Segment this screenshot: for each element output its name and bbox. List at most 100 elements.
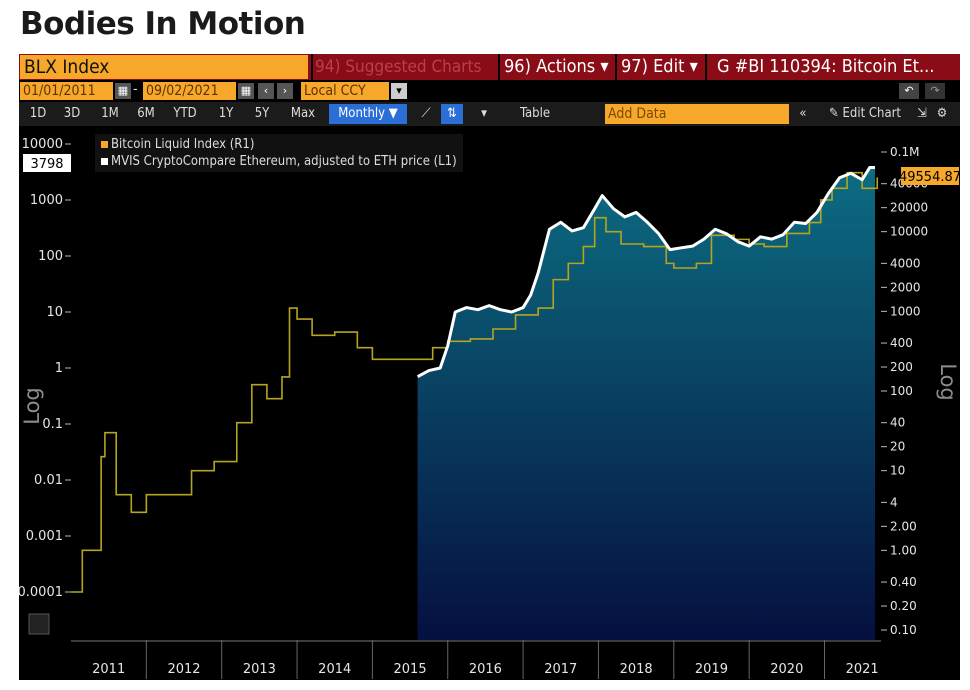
x-tick-label: 2012 bbox=[167, 662, 200, 677]
right-tick-label: 0.10 bbox=[890, 623, 917, 637]
suggested-charts-button[interactable]: 94) Suggested Charts bbox=[315, 57, 482, 77]
bloomberg-chart-panel: BLX Index 94) Suggested Charts 96) Actio… bbox=[18, 54, 961, 680]
chart-id-label: G #BI 110394: Bitcoin Et... bbox=[717, 56, 935, 77]
left-axis-label: Log bbox=[20, 387, 44, 425]
divider bbox=[615, 54, 617, 80]
left-current-value: 3798 bbox=[30, 157, 63, 172]
right-tick-label: 10000 bbox=[890, 225, 928, 239]
calendar-icon[interactable]: ▦ bbox=[238, 83, 254, 99]
legend-item-eth: MVIS CryptoCompare Ethereum, adjusted to… bbox=[101, 153, 457, 170]
divider bbox=[311, 54, 313, 80]
x-tick-label: 2015 bbox=[394, 662, 427, 677]
right-tick-label: 2000 bbox=[890, 280, 921, 294]
calendar-icon[interactable]: ▦ bbox=[115, 83, 131, 99]
left-tick-label: 0.0001 bbox=[19, 585, 63, 600]
right-tick-label: 10 bbox=[890, 464, 905, 478]
security-input[interactable]: BLX Index bbox=[20, 55, 308, 79]
right-tick-label: 1000 bbox=[890, 304, 921, 318]
left-tick-label: 100 bbox=[38, 249, 63, 264]
x-tick-label: 2016 bbox=[469, 662, 502, 677]
period-max[interactable]: Max bbox=[290, 106, 316, 121]
x-tick-label: 2011 bbox=[92, 662, 125, 677]
x-tick-label: 2018 bbox=[620, 662, 653, 677]
date-range-bar: 01/01/2011 ▦ - 09/02/2021 ▦ ‹ › Local CC… bbox=[19, 80, 960, 102]
actions-menu[interactable]: 96) Actions ▾ bbox=[504, 56, 609, 77]
right-tick-label: 100 bbox=[890, 384, 913, 398]
x-tick-label: 2021 bbox=[846, 662, 879, 677]
right-tick-label: 2.00 bbox=[890, 519, 917, 533]
right-current-value: 49554.87 bbox=[899, 170, 960, 185]
page-title: Bodies In Motion bbox=[20, 6, 306, 42]
gear-icon[interactable]: ⚙ bbox=[936, 106, 948, 121]
chevron-down-icon[interactable]: ▾ bbox=[391, 83, 407, 99]
range-dash: - bbox=[133, 82, 138, 97]
period-5y[interactable]: 5Y bbox=[254, 106, 270, 121]
end-date-input[interactable]: 09/02/2021 bbox=[143, 82, 236, 100]
period-6m[interactable]: 6M bbox=[137, 106, 155, 121]
frequency-select[interactable]: Monthly ▼ bbox=[329, 104, 407, 124]
edit-menu[interactable]: 97) Edit ▾ bbox=[621, 56, 698, 77]
command-bar: BLX Index 94) Suggested Charts 96) Actio… bbox=[19, 54, 960, 80]
left-tick-label: 1000 bbox=[30, 193, 63, 208]
right-tick-label: 400 bbox=[890, 336, 913, 350]
right-tick-label: 4 bbox=[890, 495, 898, 509]
left-tick-label: 0.001 bbox=[26, 529, 63, 544]
right-tick-label: 40 bbox=[890, 416, 905, 430]
chevron-right-icon[interactable]: › bbox=[277, 83, 293, 99]
chart-legend: Bitcoin Liquid Index (R1) MVIS CryptoCom… bbox=[95, 134, 463, 172]
divider bbox=[705, 54, 707, 80]
period-1m[interactable]: 1M bbox=[101, 106, 119, 121]
collapse-icon[interactable]: « bbox=[799, 106, 807, 121]
left-tick-label: 0.1 bbox=[42, 417, 63, 432]
x-tick-label: 2014 bbox=[318, 662, 351, 677]
right-tick-label: 20000 bbox=[890, 201, 928, 215]
divider bbox=[498, 54, 500, 80]
right-tick-label: 20 bbox=[890, 440, 905, 454]
zoom-icon[interactable] bbox=[28, 613, 50, 635]
period-3d[interactable]: 3D bbox=[63, 106, 81, 121]
edit-chart-button[interactable]: ✎ Edit Chart bbox=[828, 106, 902, 121]
right-tick-label: 0.1M bbox=[890, 145, 919, 159]
edit-chart-label: Edit Chart bbox=[842, 106, 902, 121]
chevron-left-icon[interactable]: ‹ bbox=[258, 83, 274, 99]
right-tick-label: 200 bbox=[890, 360, 913, 374]
legend-swatch bbox=[101, 158, 108, 165]
eth-series-line bbox=[416, 166, 875, 378]
add-data-input[interactable]: Add Data bbox=[605, 104, 789, 124]
left-current-value-box bbox=[23, 154, 71, 172]
period-1d[interactable]: 1D bbox=[29, 106, 47, 121]
left-tick-label: 1 bbox=[55, 361, 63, 376]
start-date-input[interactable]: 01/01/2011 bbox=[20, 82, 113, 100]
legend-item-btc: Bitcoin Liquid Index (R1) bbox=[101, 136, 457, 153]
table-button[interactable]: Table bbox=[503, 104, 567, 124]
period-1y[interactable]: 1Y bbox=[218, 106, 234, 121]
right-current-value-box bbox=[901, 167, 959, 185]
compare-icon[interactable]: ⇅ bbox=[441, 104, 463, 124]
annotate-icon[interactable]: ⇲ bbox=[917, 106, 927, 121]
legend-label-eth: MVIS CryptoCompare Ethereum, adjusted to… bbox=[111, 154, 457, 169]
chevron-down-icon[interactable]: ▾ bbox=[481, 106, 487, 121]
legend-swatch bbox=[101, 141, 108, 148]
undo-icon[interactable]: ↶ bbox=[899, 83, 919, 99]
eth-area bbox=[417, 167, 875, 641]
line-chart-icon[interactable]: ⟋ bbox=[421, 106, 431, 121]
x-tick-label: 2020 bbox=[770, 662, 803, 677]
x-tick-label: 2017 bbox=[544, 662, 577, 677]
left-tick-label: 10 bbox=[46, 305, 63, 320]
left-tick-label: 10000 bbox=[22, 137, 63, 152]
right-tick-label: 1.00 bbox=[890, 543, 917, 557]
left-tick-label: 0.01 bbox=[34, 473, 63, 488]
period-ytd[interactable]: YTD bbox=[173, 106, 197, 121]
x-tick-label: 2019 bbox=[695, 662, 728, 677]
redo-icon[interactable]: ↷ bbox=[925, 83, 945, 99]
legend-label-btc: Bitcoin Liquid Index (R1) bbox=[111, 137, 255, 152]
right-tick-label: 0.40 bbox=[890, 575, 917, 589]
right-tick-label: 0.20 bbox=[890, 599, 917, 613]
x-tick-label: 2013 bbox=[243, 662, 276, 677]
period-toolbar: 1D 3D 1M 6M YTD 1Y 5Y Max Monthly ▼ ⟋ ⇅ … bbox=[19, 102, 960, 126]
btc-series-line bbox=[71, 171, 879, 593]
currency-select[interactable]: Local CCY bbox=[301, 82, 389, 100]
right-axis-label: Log bbox=[936, 363, 960, 401]
